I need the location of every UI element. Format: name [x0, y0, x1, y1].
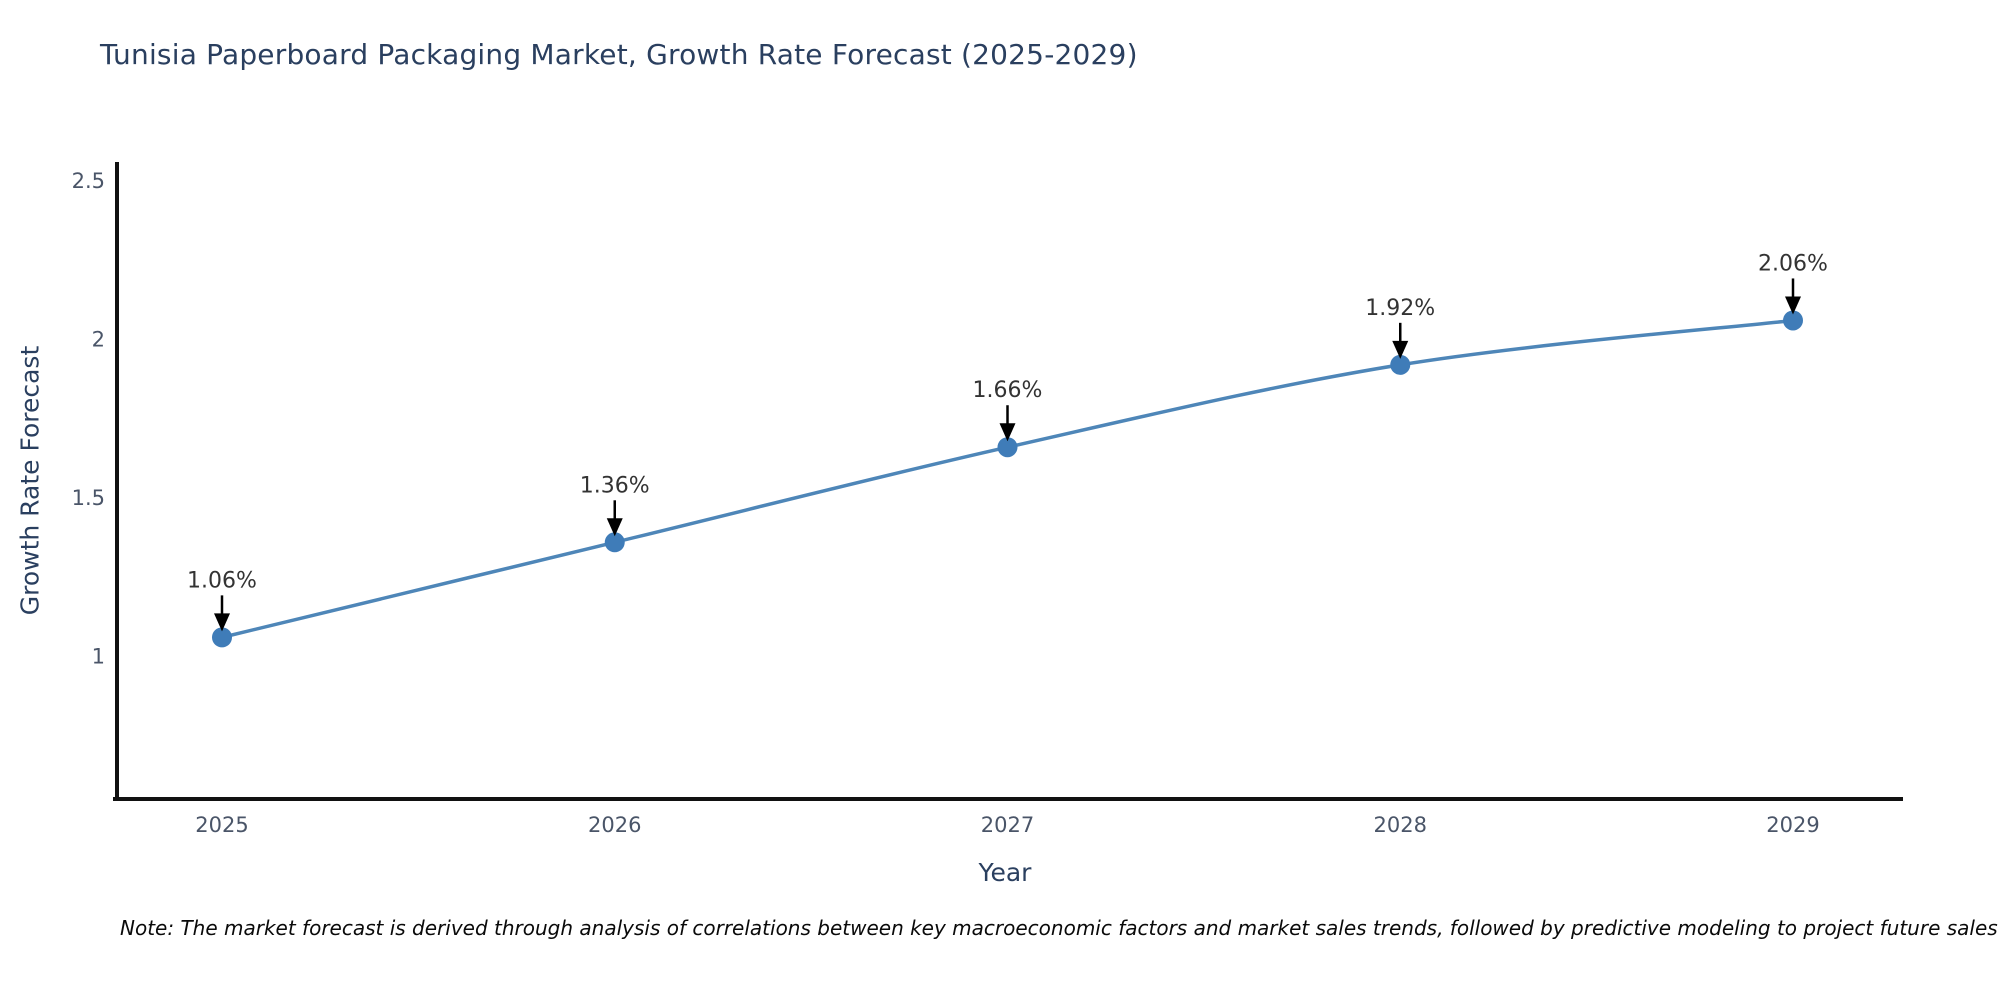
y-tick-label: 2.5 — [72, 169, 105, 193]
y-tick-label: 1.5 — [72, 486, 105, 510]
annotation-arrow-head — [214, 613, 230, 632]
x-tick-label: 2029 — [1766, 813, 1819, 837]
x-axis-title: Year — [978, 858, 1032, 887]
annotation-arrow-head — [1392, 340, 1409, 359]
trend-line — [220, 318, 1795, 640]
x-tick-label: 2026 — [588, 813, 641, 837]
value-label: 1.66% — [973, 378, 1043, 403]
value-label: 1.92% — [1365, 296, 1435, 321]
annotation-arrow-head — [606, 518, 623, 537]
annotation-arrow-head — [1785, 296, 1801, 315]
data-point-2028[interactable] — [1390, 354, 1411, 375]
footnote: Note: The market forecast is derived thr… — [120, 916, 1998, 940]
data-point-2027[interactable] — [997, 437, 1018, 458]
x-tick-label: 2028 — [1374, 813, 1427, 837]
y-axis-title: Growth Rate Forecast — [15, 345, 45, 616]
annotation-arrow-head — [999, 423, 1016, 442]
data-point-2026[interactable] — [604, 532, 625, 553]
x-tick-label: 2025 — [195, 813, 248, 837]
value-label: 1.06% — [187, 568, 257, 593]
chart-title: Tunisia Paperboard Packaging Market, Gro… — [100, 38, 1138, 71]
value-label: 2.06% — [1758, 251, 1828, 276]
x-tick-label: 2027 — [981, 813, 1034, 837]
y-tick-label: 2 — [92, 327, 105, 351]
data-point-2025[interactable] — [212, 627, 232, 648]
y-tick-label: 1 — [92, 644, 105, 668]
data-point-2029[interactable] — [1783, 310, 1803, 331]
value-label: 1.36% — [580, 473, 650, 498]
